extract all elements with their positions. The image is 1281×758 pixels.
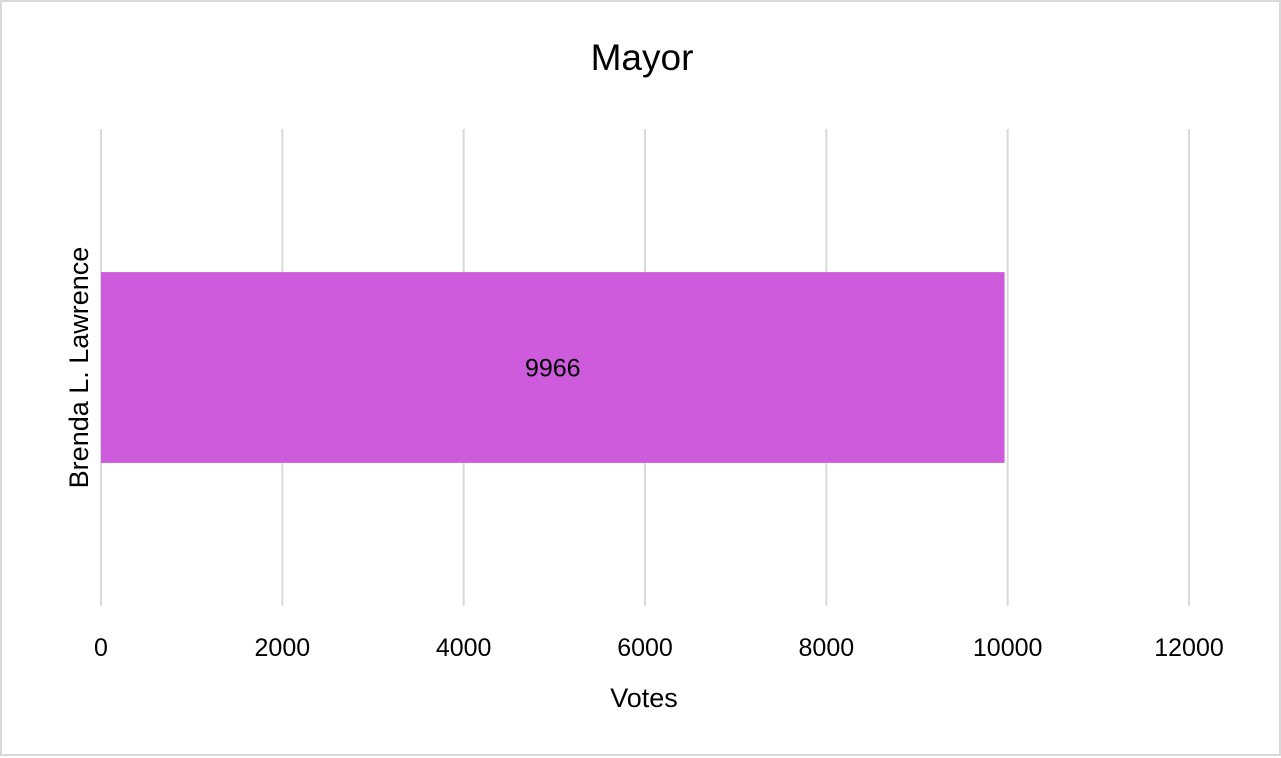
bar (101, 272, 1005, 463)
x-tick-label: 0 (94, 634, 108, 662)
x-tick-label: 4000 (436, 634, 492, 662)
x-tick-label: 12000 (1154, 634, 1224, 662)
x-axis-ticks: 0 2000 4000 6000 8000 10000 12000 (94, 634, 1224, 662)
y-axis-categories: Brenda L. Lawrence (64, 247, 94, 489)
bars: 9966 (101, 272, 1005, 463)
category-label: Brenda L. Lawrence (64, 247, 94, 489)
x-tick-label: 2000 (255, 634, 311, 662)
chart-title: Mayor (591, 37, 694, 78)
x-axis-label: Votes (610, 683, 678, 713)
x-tick-label: 10000 (973, 634, 1043, 662)
x-tick-label: 8000 (799, 634, 855, 662)
x-tick-label: 6000 (617, 634, 673, 662)
bar-data-label: 9966 (525, 355, 581, 383)
